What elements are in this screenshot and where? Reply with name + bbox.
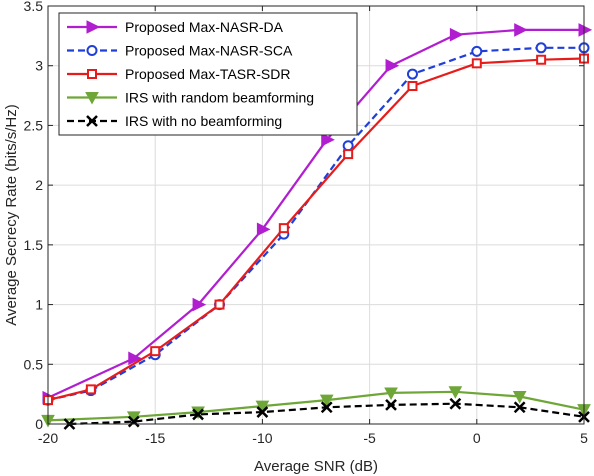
legend-entry: Proposed Max-NASR-DA bbox=[67, 19, 284, 35]
data-point bbox=[385, 399, 397, 411]
x-tick-label: -10 bbox=[252, 430, 272, 446]
y-tick-label: 3 bbox=[35, 58, 43, 74]
legend-marker bbox=[86, 115, 98, 127]
data-point bbox=[449, 27, 464, 42]
legend-entry: Proposed Max-TASR-SDR bbox=[67, 66, 290, 82]
y-tick-label: 2.5 bbox=[24, 117, 44, 133]
x-tick-label: 5 bbox=[580, 430, 588, 446]
legend-label: Proposed Max-NASR-DA bbox=[125, 19, 284, 35]
data-point bbox=[128, 351, 142, 366]
plot-frame bbox=[47, 5, 585, 425]
data-point bbox=[578, 23, 593, 37]
legend-label: IRS with no beamforming bbox=[125, 113, 282, 129]
legend-entry: IRS with random beamforming bbox=[67, 90, 314, 106]
y-tick-label: 1.5 bbox=[24, 237, 44, 253]
y-axis-label: Average Secrecy Rate (bits/s/Hz) bbox=[3, 104, 20, 325]
data-point bbox=[85, 384, 96, 395]
data-point bbox=[536, 54, 547, 65]
y-tick-label: 3.5 bbox=[24, 0, 44, 14]
data-point bbox=[278, 223, 289, 234]
data-point bbox=[214, 299, 225, 310]
data-point bbox=[385, 58, 400, 73]
data-point bbox=[513, 401, 526, 414]
series-1 bbox=[42, 23, 593, 405]
legend-label: Proposed Max-NASR-SCA bbox=[125, 43, 293, 59]
legend-entry: IRS with no beamforming bbox=[67, 113, 282, 129]
series-layer bbox=[41, 23, 593, 430]
series-line bbox=[47, 46, 584, 402]
data-point bbox=[321, 132, 335, 147]
data-point bbox=[406, 68, 418, 80]
x-axis-label: Average SNR (dB) bbox=[254, 458, 378, 475]
legend-marker bbox=[86, 45, 98, 56]
y-tick-label: 1 bbox=[35, 297, 43, 313]
x-tick-label: -5 bbox=[363, 430, 376, 446]
series-4 bbox=[41, 386, 591, 428]
y-tick-label: 2 bbox=[35, 177, 43, 193]
data-point bbox=[342, 140, 354, 152]
data-point bbox=[471, 58, 482, 69]
y-tick-label: 0 bbox=[35, 416, 43, 432]
data-point bbox=[514, 23, 528, 37]
legend: Proposed Max-NASR-DA Proposed Max-NASR-SC… bbox=[58, 12, 358, 136]
data-point bbox=[192, 297, 207, 312]
data-point bbox=[535, 42, 547, 54]
data-point bbox=[449, 397, 462, 410]
data-point bbox=[320, 401, 333, 414]
series-5 bbox=[63, 397, 590, 430]
data-point bbox=[384, 387, 398, 400]
data-point bbox=[319, 394, 334, 408]
legend-entry: Proposed Max-NASR-SCA bbox=[67, 43, 293, 59]
legend-label: IRS with random beamforming bbox=[125, 90, 314, 106]
data-point bbox=[448, 386, 463, 399]
data-point bbox=[512, 391, 527, 404]
x-tick-label: -15 bbox=[145, 430, 165, 446]
data-point bbox=[150, 346, 161, 357]
legend-label: Proposed Max-TASR-SDR bbox=[125, 66, 290, 82]
data-point bbox=[256, 406, 269, 418]
legend-marker bbox=[87, 69, 97, 79]
x-tick-label: -20 bbox=[38, 430, 58, 446]
data-point bbox=[471, 45, 483, 57]
series-line bbox=[47, 57, 585, 402]
data-point bbox=[256, 222, 271, 237]
x-tick-label: 0 bbox=[473, 430, 481, 446]
ticks: -20 -15 -10 -5 0 5 0 0.5 1 1.5 2 2.5 3 3.5 bbox=[24, 0, 589, 446]
data-point bbox=[407, 81, 418, 92]
y-tick-label: 0.5 bbox=[24, 356, 44, 372]
data-point bbox=[343, 149, 354, 160]
data-point bbox=[127, 415, 140, 428]
data-point bbox=[255, 400, 270, 414]
legend-marker bbox=[85, 92, 99, 105]
data-point bbox=[192, 408, 204, 421]
legend-marker bbox=[86, 20, 101, 34]
